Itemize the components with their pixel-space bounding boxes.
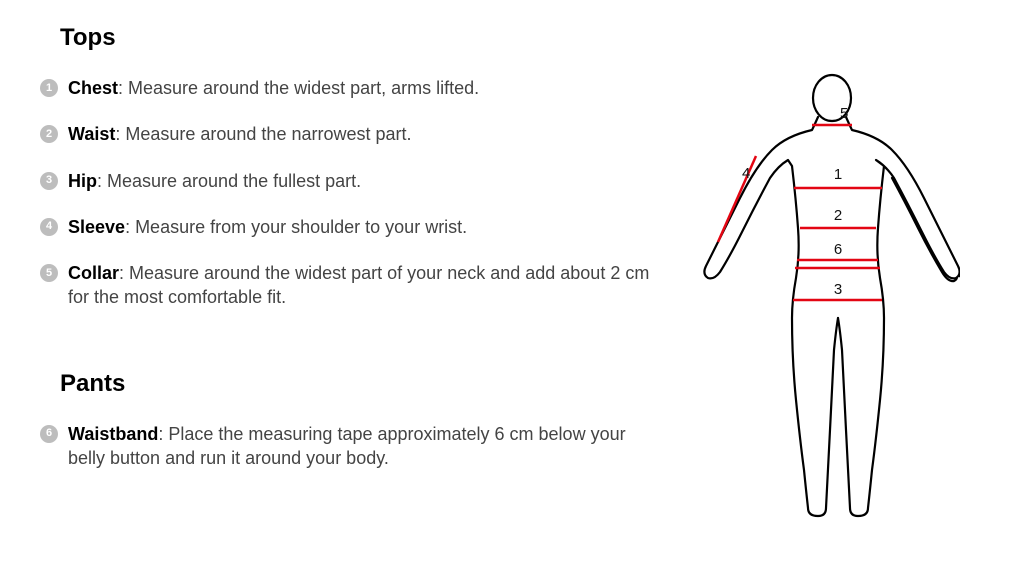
measure-item: 4 Sleeve: Measure from your shoulder to … [40, 215, 660, 239]
num-badge: 1 [40, 79, 58, 97]
label-2: 2 [834, 207, 842, 224]
heading-tops: Tops [60, 24, 660, 52]
label-5: 5 [840, 105, 848, 122]
label-6: 6 [834, 241, 842, 258]
label-1: 1 [834, 166, 842, 183]
num-badge: 3 [40, 172, 58, 190]
measure-item: 3 Hip: Measure around the fullest part. [40, 169, 660, 193]
num-badge: 6 [40, 425, 58, 443]
measure-text: Sleeve: Measure from your shoulder to yo… [68, 215, 467, 239]
measure-item: 2 Waist: Measure around the narrowest pa… [40, 122, 660, 146]
measure-item: 1 Chest: Measure around the widest part,… [40, 76, 660, 100]
measure-text: Collar: Measure around the widest part o… [68, 261, 660, 310]
size-guide-layout: Tops 1 Chest: Measure around the widest … [40, 20, 972, 535]
measure-item: 5 Collar: Measure around the widest part… [40, 261, 660, 310]
measure-text: Chest: Measure around the widest part, a… [68, 76, 479, 100]
num-badge: 5 [40, 264, 58, 282]
measure-text: Waistband: Place the measuring tape appr… [68, 422, 660, 471]
measure-text: Hip: Measure around the fullest part. [68, 169, 361, 193]
num-badge: 2 [40, 125, 58, 143]
measure-text: Waist: Measure around the narrowest part… [68, 122, 412, 146]
body-diagram: 5 1 2 6 3 4 [700, 20, 980, 535]
measure-item: 6 Waistband: Place the measuring tape ap… [40, 422, 660, 471]
num-badge: 4 [40, 218, 58, 236]
label-3: 3 [834, 281, 842, 298]
instructions-column: Tops 1 Chest: Measure around the widest … [40, 20, 660, 535]
body-figure-svg: 5 1 2 6 3 4 [700, 70, 960, 530]
heading-pants: Pants [60, 370, 660, 398]
label-4: 4 [742, 165, 750, 182]
